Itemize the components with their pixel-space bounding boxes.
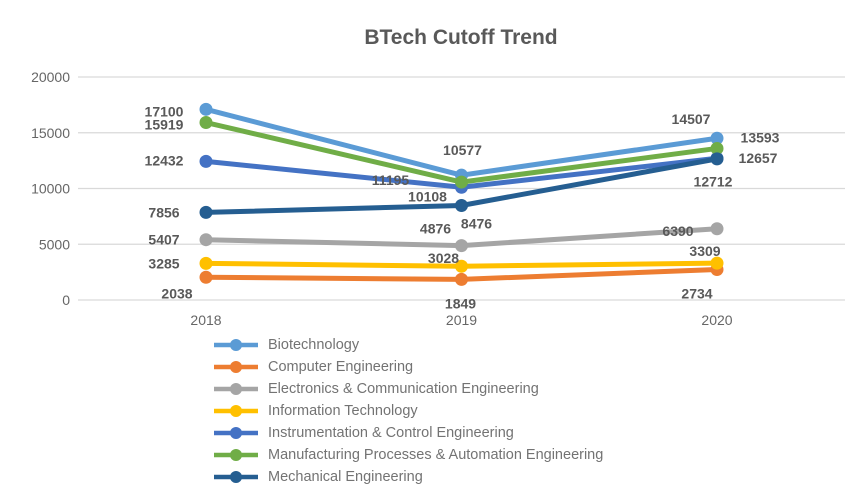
axis-labels: 0 5000 10000 15000 20000 2018 2019 2020 bbox=[31, 69, 733, 328]
data-label: 12432 bbox=[145, 152, 184, 168]
legend-marker-icon bbox=[214, 405, 258, 417]
data-label: 15919 bbox=[145, 117, 184, 133]
legend-marker-icon bbox=[214, 339, 258, 351]
legend-label: Electronics & Communication Engineering bbox=[268, 381, 539, 397]
legend-item: Biotechnology bbox=[213, 334, 603, 356]
data-point bbox=[710, 131, 724, 145]
data-point bbox=[199, 116, 213, 130]
y-axis-tick: 5000 bbox=[39, 236, 70, 252]
data-point bbox=[455, 272, 468, 286]
legend-marker-icon bbox=[214, 427, 258, 439]
legend-marker-icon bbox=[214, 449, 258, 461]
data-point bbox=[710, 256, 724, 270]
data-point bbox=[455, 239, 468, 253]
x-axis-tick: 2019 bbox=[446, 312, 477, 328]
data-point bbox=[199, 102, 213, 116]
y-axis-tick: 15000 bbox=[31, 125, 70, 141]
data-point bbox=[199, 256, 213, 270]
data-label: 14507 bbox=[672, 111, 711, 127]
chart-title: BTech Cutoff Trend bbox=[364, 26, 557, 49]
legend-item: Information Technology bbox=[213, 400, 603, 422]
data-label: 4876 bbox=[420, 221, 451, 237]
data-label: 1849 bbox=[445, 295, 476, 311]
legend-label: Computer Engineering bbox=[268, 359, 414, 375]
data-point bbox=[199, 154, 213, 168]
legend-label: Manufacturing Processes & Automation Eng… bbox=[268, 447, 604, 463]
line-chart: 17100 11195 14507 2038 1849 2734 5407 4876 6390 3… bbox=[31, 26, 845, 328]
data-point bbox=[710, 152, 724, 166]
legend-label: Biotechnology bbox=[268, 337, 360, 353]
legend-item: Instrumentation & Control Engineering bbox=[213, 422, 603, 444]
legend-label: Mechanical Engineering bbox=[268, 469, 423, 485]
y-axis-tick: 0 bbox=[62, 292, 70, 308]
data-label: 5407 bbox=[148, 232, 179, 248]
legend-item: Computer Engineering bbox=[213, 356, 603, 378]
legend-label: Information Technology bbox=[268, 403, 418, 419]
data-label: 3285 bbox=[148, 255, 179, 271]
data-label: 10577 bbox=[443, 142, 482, 158]
legend-marker-icon bbox=[214, 361, 258, 373]
legend-item: Electronics & Communication Engineering bbox=[213, 378, 603, 400]
data-point bbox=[455, 198, 468, 212]
series-lines bbox=[199, 102, 724, 286]
data-labels: 17100 11195 14507 2038 1849 2734 5407 4876 6390 3… bbox=[145, 103, 780, 311]
data-label: 17100 bbox=[145, 103, 184, 119]
y-axis-tick: 20000 bbox=[31, 69, 70, 85]
data-label: 10108 bbox=[408, 188, 447, 204]
legend-item: Manufacturing Processes & Automation Eng… bbox=[213, 444, 603, 466]
legend-label: Instrumentation & Control Engineering bbox=[268, 425, 514, 441]
legend-marker-icon bbox=[214, 471, 258, 483]
data-label: 3309 bbox=[689, 243, 720, 259]
legend-marker-icon bbox=[214, 383, 258, 395]
data-label: 7856 bbox=[148, 204, 179, 220]
data-label: 12657 bbox=[739, 150, 778, 166]
data-point bbox=[199, 205, 213, 219]
data-label: 2734 bbox=[681, 286, 712, 302]
legend-item: Mechanical Engineering bbox=[213, 466, 603, 488]
data-point bbox=[710, 222, 724, 236]
data-point bbox=[199, 270, 213, 284]
data-label: 12712 bbox=[694, 173, 733, 189]
data-label: 2038 bbox=[161, 285, 192, 301]
x-axis-tick: 2018 bbox=[190, 312, 221, 328]
data-point bbox=[455, 175, 468, 189]
data-label: 13593 bbox=[741, 129, 780, 145]
data-label: 6390 bbox=[662, 223, 693, 239]
data-label: 11195 bbox=[372, 172, 410, 188]
data-point bbox=[199, 233, 213, 247]
data-label: 3028 bbox=[428, 250, 459, 266]
y-axis-tick: 10000 bbox=[31, 181, 70, 197]
x-axis-tick: 2020 bbox=[701, 312, 732, 328]
data-label: 8476 bbox=[461, 215, 492, 231]
chart-legend: Biotechnology Computer Engineering Electro… bbox=[213, 334, 603, 488]
data-point bbox=[455, 259, 468, 273]
data-point bbox=[710, 141, 724, 155]
